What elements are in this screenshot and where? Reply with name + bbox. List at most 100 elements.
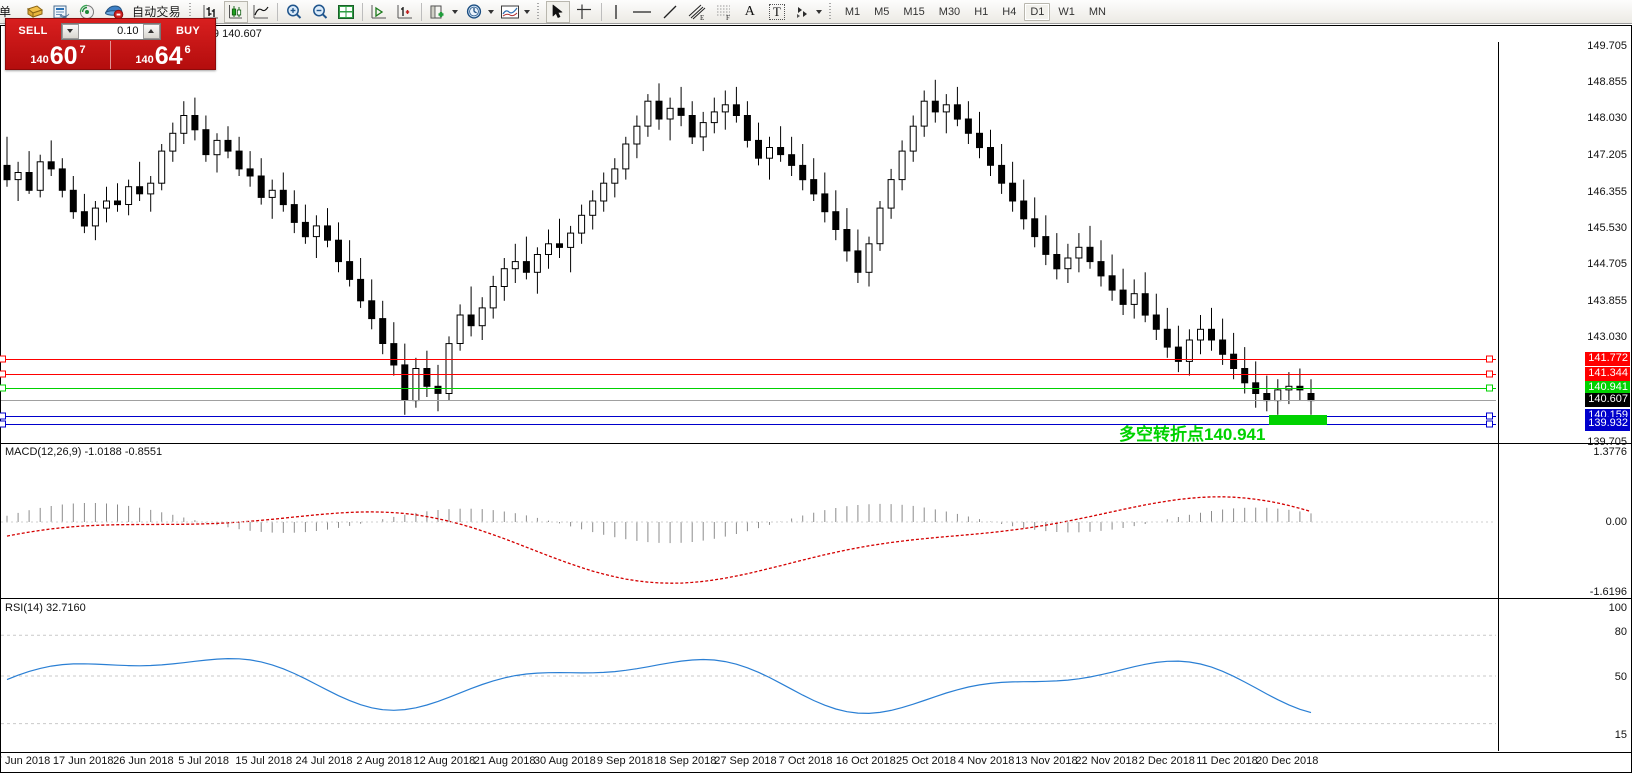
timeframe-m15[interactable]: M15 xyxy=(903,5,925,18)
timeframe-h1[interactable]: H1 xyxy=(974,5,989,18)
line-handle-left[interactable] xyxy=(0,420,6,428)
timeframe-mn[interactable]: MN xyxy=(1088,5,1106,18)
candlestick-chart-icon[interactable] xyxy=(223,0,248,23)
resistance-line-2[interactable] xyxy=(0,370,1496,378)
price-label-139932[interactable]: 139.932 xyxy=(1585,417,1630,432)
rsi-scale[interactable]: 100 80 50 15 xyxy=(1499,599,1631,751)
volume-stepper[interactable]: 0.10 xyxy=(60,22,161,40)
autotrade-label[interactable]: 自动交易 xyxy=(132,5,181,19)
line-handle-left[interactable] xyxy=(0,412,6,420)
line-handle-left[interactable] xyxy=(0,355,6,363)
buy-price[interactable]: 140 64 6 xyxy=(111,41,215,69)
volume-value[interactable]: 0.10 xyxy=(117,25,139,37)
time-axis-label: 25 Oct 2018 xyxy=(896,755,956,767)
timeframe-group: M1 M5 M15 M30 H1 H4 D1 W1 MN xyxy=(838,2,1113,21)
crosshair-icon[interactable] xyxy=(570,1,598,23)
resistance-line-1[interactable] xyxy=(0,355,1496,363)
candlestick-series xyxy=(3,79,1315,415)
cursor-icon[interactable] xyxy=(545,0,570,23)
buy-button[interactable]: BUY xyxy=(175,25,201,37)
zoom-in-icon[interactable] xyxy=(281,1,307,23)
price-tick-6: 144.705 xyxy=(1587,258,1627,270)
auto-scroll-icon[interactable] xyxy=(366,1,392,23)
autotrade-icon[interactable] xyxy=(100,1,128,23)
line-handle-right[interactable] xyxy=(1486,420,1493,428)
templates-dropdown-caret[interactable] xyxy=(523,9,530,14)
sell-price-prefix: 140 xyxy=(30,54,49,66)
sell-button[interactable]: SELL xyxy=(18,25,48,37)
news-icon[interactable] xyxy=(48,1,74,23)
toolbar-separator-4 xyxy=(600,2,602,21)
text-label-icon[interactable]: A xyxy=(744,3,755,19)
timeframe-m5[interactable]: M5 xyxy=(874,5,890,18)
svg-text:F: F xyxy=(726,14,730,21)
chart-titlebar: GBPJPY-,Daily 140.802 141.150 140.229 14… xyxy=(1,26,1631,42)
line-handle-right[interactable] xyxy=(1486,355,1493,363)
time-axis-label: 24 Jul 2018 xyxy=(295,755,353,767)
volume-decrease-button[interactable] xyxy=(61,23,79,39)
rsi-series xyxy=(1,634,1496,725)
toolbar-grip-3[interactable] xyxy=(827,2,835,21)
sell-price[interactable]: 140 60 7 xyxy=(6,41,110,69)
indicators-icon[interactable] xyxy=(425,1,451,23)
toolbar-grip-2[interactable] xyxy=(535,2,543,21)
line-handle-left[interactable] xyxy=(0,384,6,392)
line-handle-right[interactable] xyxy=(1486,370,1493,378)
pivot-line[interactable] xyxy=(0,384,1496,392)
chart-shift-icon[interactable] xyxy=(392,1,418,23)
price-scale[interactable]: 149.705 148.855 148.030 147.205 146.355 … xyxy=(1499,40,1631,448)
macd-scale[interactable]: 1.3776 0.00 -1.6196 xyxy=(1499,444,1631,598)
trendline-icon[interactable] xyxy=(657,1,683,23)
vertical-line-icon[interactable] xyxy=(605,1,627,23)
timeframe-m30[interactable]: M30 xyxy=(938,5,961,18)
wallet-icon[interactable] xyxy=(22,1,48,23)
zoom-out-icon[interactable] xyxy=(307,1,333,23)
fibonacci-icon[interactable]: F xyxy=(711,1,737,23)
signal-icon[interactable] xyxy=(74,1,100,23)
bar-chart-icon[interactable] xyxy=(198,1,224,23)
macd-pane[interactable]: MACD(12,26,9) -1.0188 -0.8551 1.3776 0.0… xyxy=(1,444,1631,598)
timeframe-w1[interactable]: W1 xyxy=(1058,5,1075,18)
price-label-141344[interactable]: 141.344 xyxy=(1585,367,1630,382)
objects-icon[interactable] xyxy=(791,1,815,23)
support-line-1[interactable] xyxy=(0,412,1496,420)
toolbar-grip-1[interactable] xyxy=(187,2,195,21)
line-handle-left[interactable] xyxy=(0,370,6,378)
pane-separator-2[interactable] xyxy=(1,598,1632,599)
period-icon[interactable] xyxy=(461,1,487,23)
timeframe-h4[interactable]: H4 xyxy=(1002,5,1017,18)
horizontal-line-icon[interactable] xyxy=(627,1,657,23)
text-icon[interactable]: T xyxy=(763,1,791,23)
price-label-141772[interactable]: 141.772 xyxy=(1585,351,1630,366)
line-chart-icon[interactable] xyxy=(248,1,274,23)
line-handle-right[interactable] xyxy=(1486,384,1493,392)
pane-separator-1[interactable] xyxy=(1,443,1632,444)
timeframe-m1[interactable]: M1 xyxy=(844,5,861,18)
equidistant-channel-icon[interactable]: E xyxy=(683,1,711,23)
templates-icon[interactable] xyxy=(497,1,523,23)
one-click-trading-panel[interactable]: SELL 0.10 BUY 140 60 7 140 64 6 xyxy=(5,18,216,70)
rsi-pane[interactable]: RSI(14) 32.7160 100 80 50 15 xyxy=(1,599,1631,751)
buy-price-main: 64 xyxy=(154,42,183,69)
price-tick-5: 145.530 xyxy=(1587,222,1627,234)
price-pane[interactable]: 多空转折点140.941 149.705 148.855 148.030 147… xyxy=(0,40,1631,448)
support-line-2[interactable] xyxy=(0,420,1496,428)
chart-window: GBPJPY-,Daily 140.802 141.150 140.229 14… xyxy=(0,25,1632,773)
period-dropdown-caret[interactable] xyxy=(487,9,494,14)
line-handle-right[interactable] xyxy=(1486,412,1493,420)
rsi-tick-100: 100 xyxy=(1608,602,1627,614)
tile-windows-icon[interactable] xyxy=(333,1,359,23)
order-icon[interactable]: 单 xyxy=(0,1,22,23)
price-tick-4: 146.355 xyxy=(1587,186,1627,198)
rsi-tick-15: 15 xyxy=(1614,729,1627,741)
objects-dropdown-caret[interactable] xyxy=(815,9,822,14)
time-axis[interactable]: 7 Jun 2018 17 Jun 2018 26 Jun 2018 5 Jul 20… xyxy=(0,752,1632,772)
timeframe-d1[interactable]: D1 xyxy=(1024,2,1051,21)
price-label-140607: 140.607 xyxy=(1585,393,1630,408)
price-label-140941[interactable]: 140.941 xyxy=(1585,381,1630,396)
volume-increase-button[interactable] xyxy=(142,23,160,39)
indicators-dropdown-caret[interactable] xyxy=(451,9,458,14)
macd-tick-min: -1.6196 xyxy=(1589,586,1627,598)
pivot-zone-marker xyxy=(1269,415,1327,425)
